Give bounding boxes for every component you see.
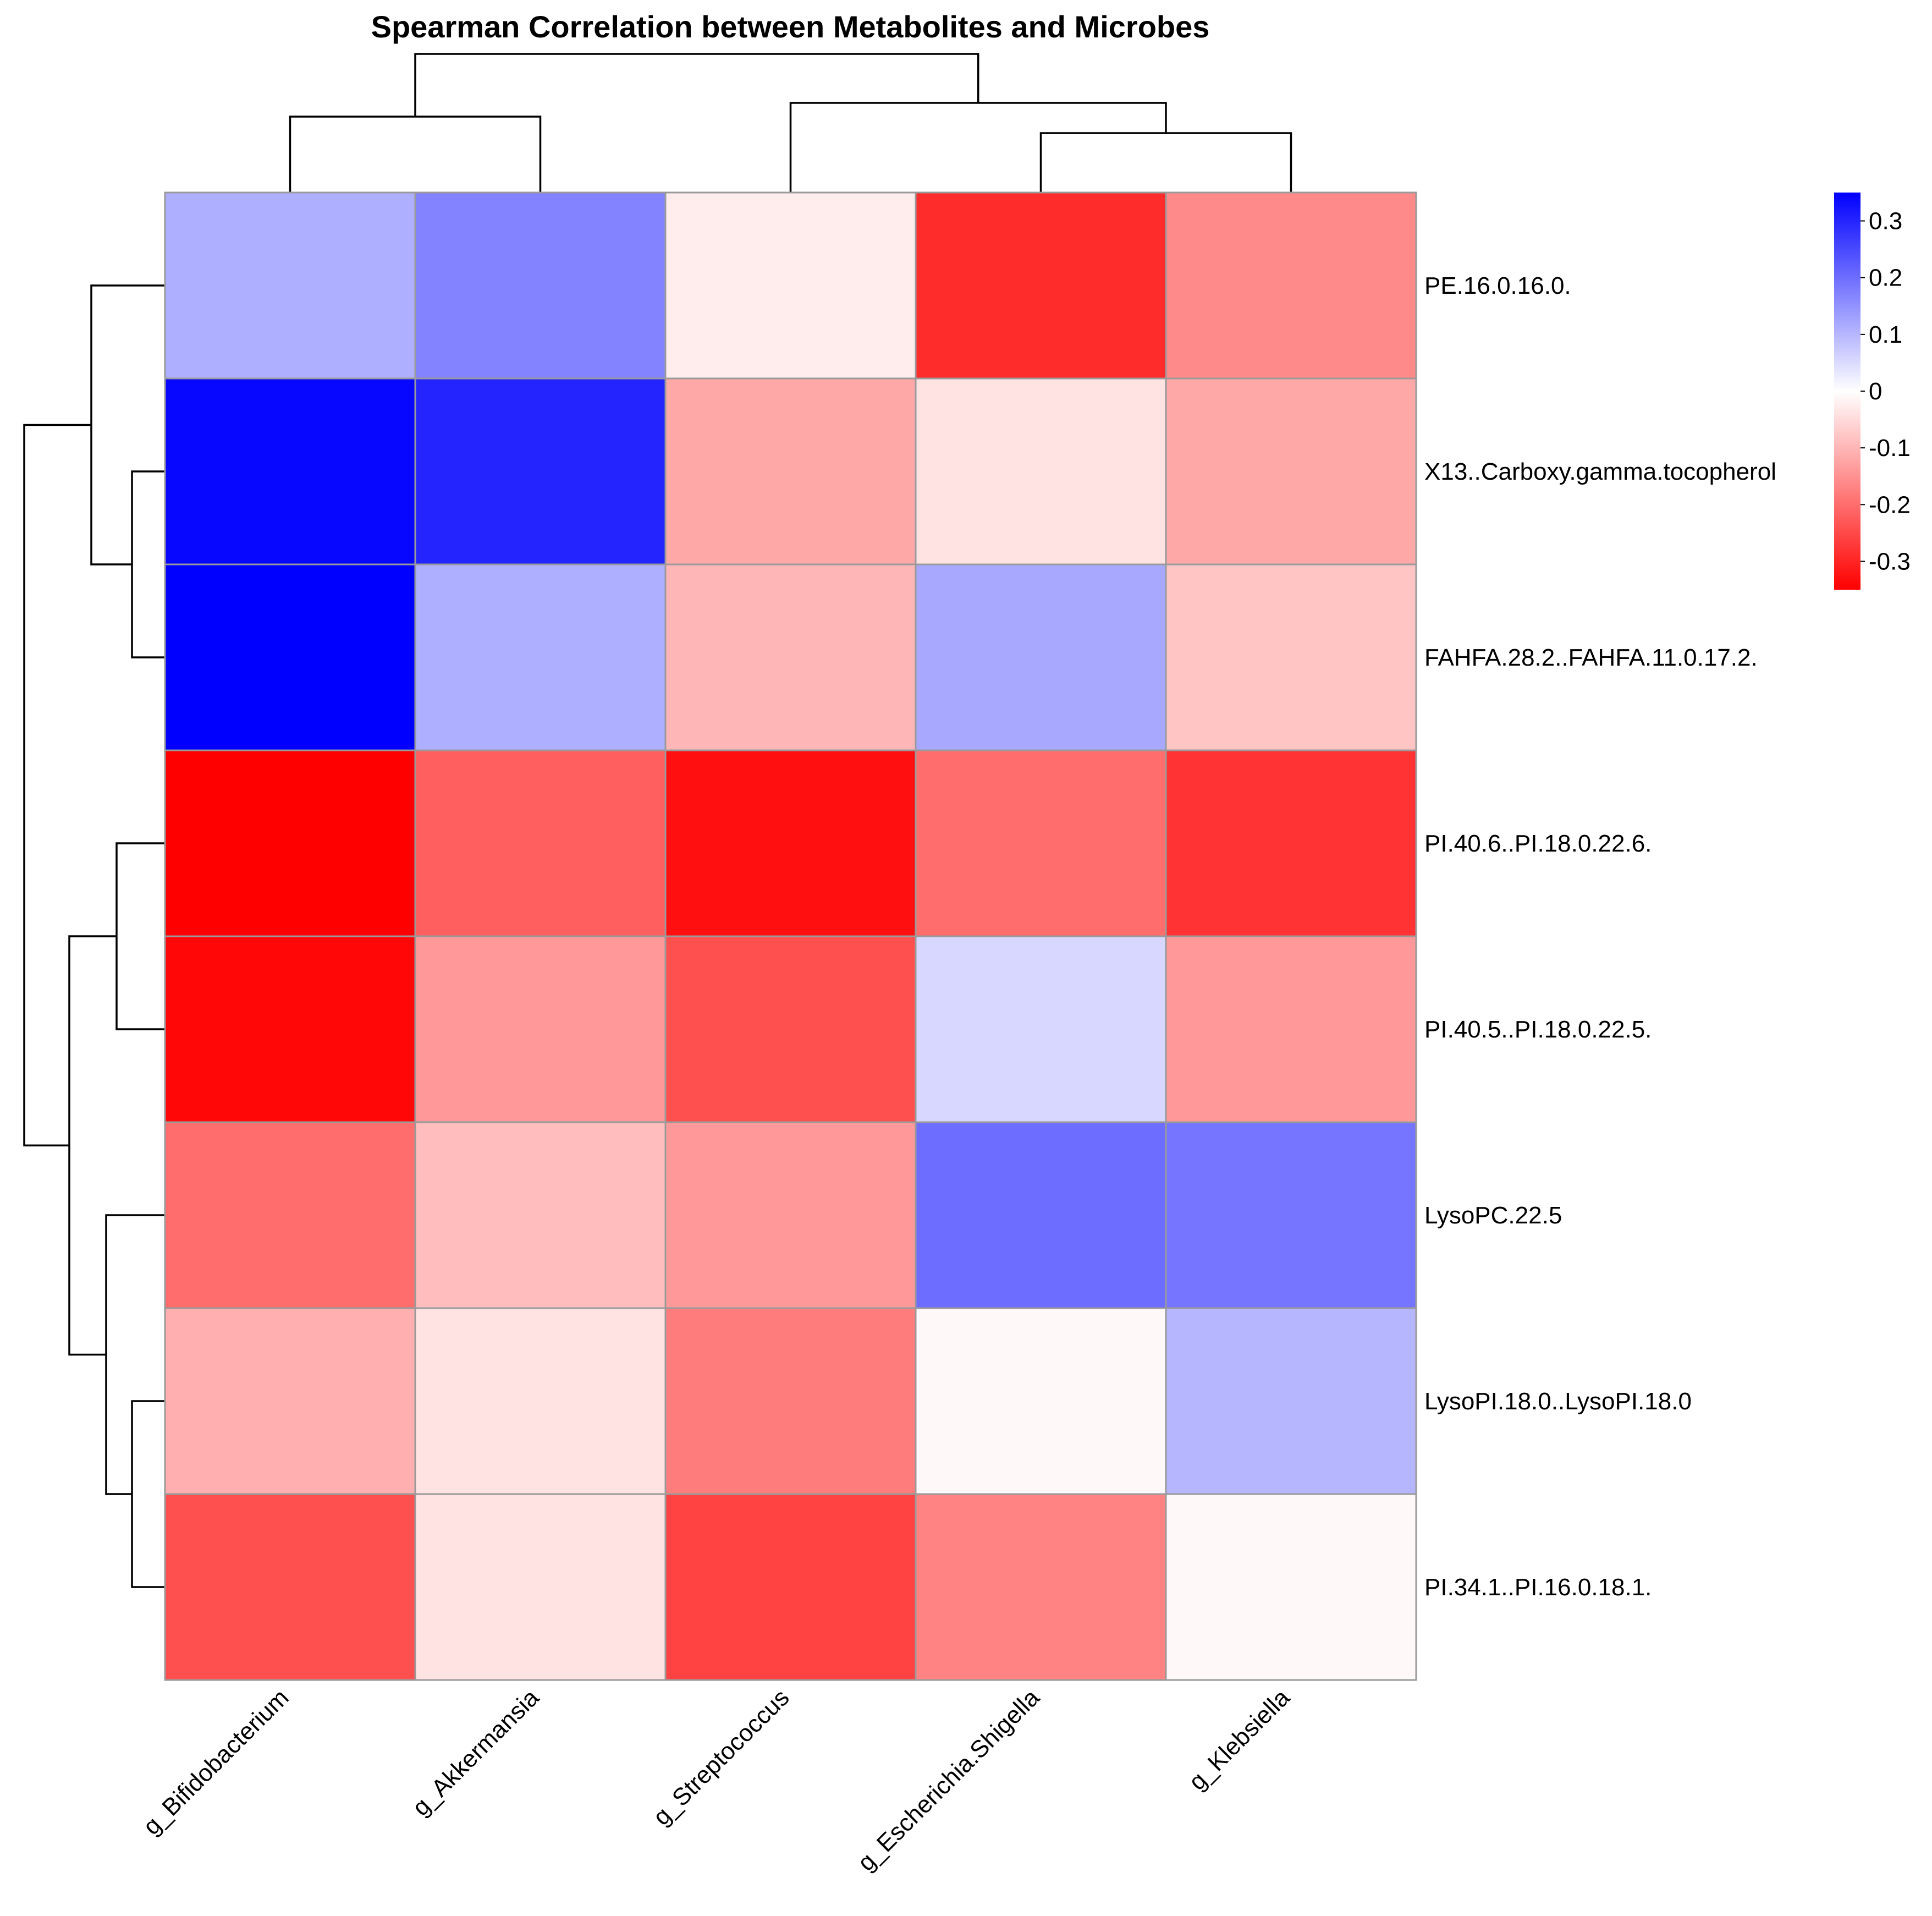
row-label: PI.40.5..PI.18.0.22.5. (1424, 1016, 1652, 1043)
heatmap-cell (414, 377, 667, 566)
dendrogram-branch (115, 842, 165, 1030)
heatmap-cell (915, 1121, 1167, 1309)
heatmap-cell (1165, 1307, 1417, 1495)
column-labels: g_Bifidobacterium g_Akkermansia g_Streptoc… (138, 1684, 1295, 1876)
heatmap-cell (164, 1493, 416, 1681)
heatmap-cell (414, 749, 667, 937)
legend-tick-label: -0.3 (1869, 548, 1911, 575)
heatmap-cell (164, 377, 416, 566)
dendrogram-branch (105, 1214, 165, 1495)
heatmap-cell (1165, 377, 1417, 566)
legend-tick-label: -0.2 (1869, 491, 1911, 518)
heatmap-cell (915, 377, 1167, 566)
row-label: PI.34.1..PI.16.0.18.1. (1424, 1574, 1652, 1601)
legend-tick-label: -0.1 (1869, 435, 1911, 462)
heatmap-cell (915, 1307, 1167, 1495)
heatmap-cells (164, 191, 1417, 1681)
heatmap-cell (1165, 563, 1417, 751)
heatmap-cell (1165, 1493, 1417, 1681)
column-label: g_Klebsiella (1184, 1684, 1295, 1796)
dendrogram-branch (90, 284, 165, 566)
legend-tick-label: 0.3 (1869, 208, 1902, 235)
dendrogram-branch (289, 116, 542, 193)
heatmap-cell (915, 1493, 1167, 1681)
heatmap-cell (664, 377, 917, 566)
heatmap-cell (664, 563, 917, 751)
heatmap-cell (414, 935, 667, 1123)
heatmap-cell (414, 1307, 667, 1495)
heatmap-cell (164, 935, 416, 1123)
column-label: g_Escherichia.Shigella (852, 1684, 1045, 1876)
row-label: PI.40.6..PI.18.0.22.6. (1424, 830, 1652, 857)
heatmap-cell (1165, 191, 1417, 380)
legend-tick-label: 0.2 (1869, 265, 1902, 292)
heatmap-cell (414, 191, 667, 380)
row-label: PE.16.0.16.0. (1424, 272, 1571, 299)
dendrogram-branch (131, 1400, 165, 1588)
dendrogram-branch (1039, 132, 1292, 193)
legend-tick-label: 0.1 (1869, 321, 1902, 348)
heatmap-cell (664, 935, 917, 1123)
heatmap-cell (414, 563, 667, 751)
heatmap-cell (915, 935, 1167, 1123)
column-dendrogram (289, 53, 1292, 193)
heatmap-cell (1165, 935, 1417, 1123)
row-dendrogram (23, 284, 165, 1588)
heatmap-cell (664, 749, 917, 937)
heatmap-cell (664, 1307, 917, 1495)
row-label: LysoPI.18.0..LysoPI.18.0 (1424, 1388, 1692, 1415)
chart-title: Spearman Correlation between Metabolites… (371, 9, 1210, 44)
heatmap-cell (1165, 749, 1417, 937)
legend-tick-label: 0 (1869, 378, 1882, 405)
dendrogram-branch (68, 935, 117, 1356)
heatmap-cell (915, 191, 1167, 380)
heatmap-cell (164, 1307, 416, 1495)
row-label: LysoPC.22.5 (1424, 1202, 1562, 1229)
row-label: FAHFA.28.2..FAHFA.11.0.17.2. (1424, 644, 1758, 671)
heatmap-cell (164, 191, 416, 380)
row-labels: PE.16.0.16.0. X13..Carboxy.gamma.tocopher… (1424, 272, 1776, 1601)
column-label: g_Bifidobacterium (138, 1684, 294, 1840)
heatmap-cell (664, 191, 917, 380)
heatmap-cell (164, 563, 416, 751)
heatmap-cell (664, 1493, 917, 1681)
heatmap-cell (915, 749, 1167, 937)
dendrogram-branch (789, 102, 1167, 193)
heatmap-cell (664, 1121, 917, 1309)
column-label: g_Akkermansia (407, 1684, 544, 1821)
heatmap-cell (414, 1493, 667, 1681)
heatmap-cell (164, 1121, 416, 1309)
heatmap-cell (1165, 1121, 1417, 1309)
dendrogram-branch (414, 53, 979, 117)
column-label: g_Streptococcus (648, 1684, 794, 1830)
heatmap-cell (414, 1121, 667, 1309)
heatmap-cell (164, 749, 416, 937)
row-label: X13..Carboxy.gamma.tocopherol (1424, 458, 1776, 485)
legend-colorbar (1834, 193, 1861, 590)
dendrogram-branch (23, 424, 91, 1146)
dendrogram-branch (131, 470, 165, 658)
color-legend: 0.3 0.2 0.1 0 -0.1 -0.2 -0.3 (1834, 193, 1911, 590)
heatmap-cell (915, 563, 1167, 751)
